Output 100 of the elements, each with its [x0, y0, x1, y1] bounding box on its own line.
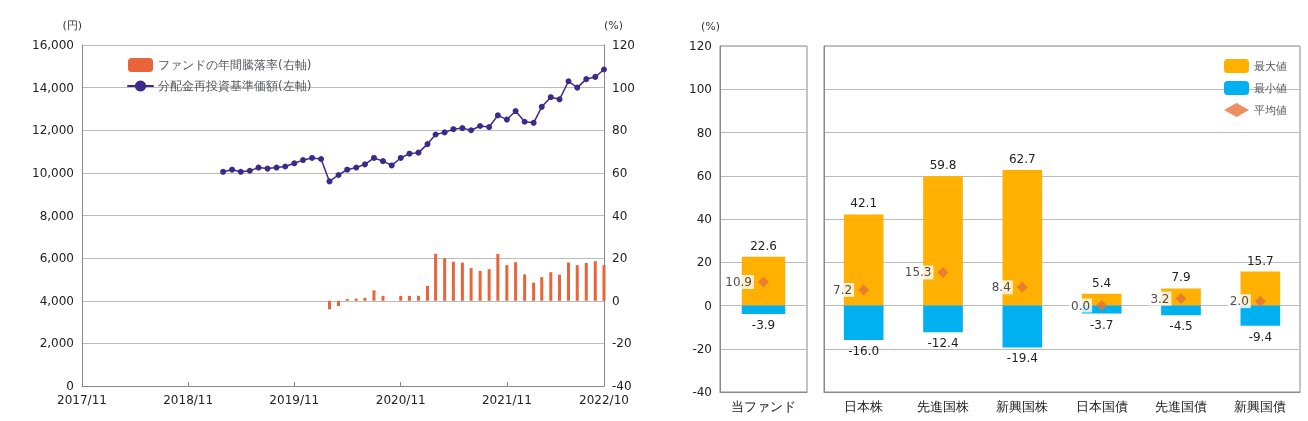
- legend-label: 最小値: [1254, 81, 1287, 95]
- point: [220, 168, 227, 175]
- bar: [496, 253, 500, 301]
- point: [565, 78, 572, 85]
- point: [309, 154, 316, 161]
- y-axis-title: (%): [700, 20, 720, 33]
- point: [370, 154, 377, 161]
- bar: [843, 305, 884, 341]
- point: [530, 119, 537, 126]
- bar: [1240, 305, 1281, 326]
- point: [937, 266, 949, 278]
- point: [494, 112, 501, 119]
- bar: [505, 265, 509, 301]
- bar: [363, 297, 367, 301]
- point: [406, 150, 413, 157]
- bar: [407, 295, 411, 301]
- bar: [514, 262, 518, 301]
- data-label: 7.9: [1171, 270, 1191, 285]
- y-tick-label: 80: [696, 125, 712, 140]
- y-tick-label: 20: [696, 255, 712, 270]
- bar: [584, 263, 588, 301]
- point: [388, 162, 395, 169]
- data-label: -12.4: [927, 336, 959, 351]
- data-label: 15.7: [1246, 253, 1274, 268]
- y2-axis-title: (%): [604, 19, 624, 32]
- point: [300, 157, 307, 164]
- point: [477, 122, 484, 129]
- data-label: 7.2: [833, 282, 853, 297]
- bar: [923, 305, 963, 333]
- point: [246, 167, 253, 174]
- bar: [567, 262, 571, 301]
- data-label: 42.1: [850, 196, 878, 211]
- x-tick-label: 2022/10: [579, 393, 629, 407]
- x-tick-label: 2020/11: [375, 393, 426, 407]
- point: [441, 129, 448, 136]
- legend-label: ファンドの年間騰落率(右軸): [158, 58, 312, 72]
- point: [229, 166, 236, 173]
- y-tick-label: -40: [692, 385, 712, 399]
- bar: [593, 261, 597, 301]
- point: [574, 84, 581, 91]
- y-tick-label: 100: [689, 82, 712, 97]
- legend-label: 分配金再投資基準価額(左軸): [158, 79, 312, 93]
- data-label: 2.0: [1229, 294, 1249, 309]
- data-label: 5.4: [1092, 275, 1112, 290]
- y2-tick-label: -40: [612, 379, 632, 393]
- bar: [487, 269, 491, 301]
- point: [503, 116, 510, 123]
- point: [415, 149, 422, 156]
- y-tick-label: 0: [66, 379, 74, 393]
- bar: [327, 300, 331, 310]
- y2-tick-label: 0: [612, 293, 620, 308]
- point: [468, 127, 475, 134]
- x-tick-label: 2019/11: [269, 393, 320, 407]
- data-label: -4.5: [1169, 319, 1193, 334]
- y-tick-label: 6,000: [39, 251, 74, 266]
- y2-tick-label: 80: [612, 123, 628, 138]
- y-tick-label: -20: [692, 341, 712, 356]
- y-tick-label: 2,000: [39, 336, 74, 351]
- bar: [1161, 305, 1201, 316]
- y-tick-label: 12,000: [32, 123, 74, 138]
- y2-tick-label: -20: [612, 336, 632, 351]
- x-tick-label: 2017/11: [57, 393, 107, 407]
- data-label: 59.8: [929, 158, 957, 173]
- bar: [443, 258, 447, 301]
- legend-label: 最大値: [1254, 59, 1287, 73]
- bar: [372, 290, 376, 301]
- bar: [399, 295, 403, 301]
- point: [397, 154, 404, 161]
- point: [361, 161, 368, 168]
- data-label: -16.0: [848, 344, 880, 359]
- bar: [523, 274, 527, 301]
- data-label: -9.4: [1248, 329, 1273, 344]
- point: [273, 164, 280, 171]
- data-label: -3.7: [1089, 317, 1114, 332]
- x-tick-label: 先進国債: [1155, 399, 1207, 414]
- bar: [451, 261, 455, 301]
- point: [858, 284, 870, 296]
- y2-tick-label: 100: [612, 80, 635, 95]
- bar: [575, 265, 579, 301]
- bar: [434, 253, 438, 301]
- data-label: 62.7: [1008, 151, 1036, 166]
- bar: [1002, 305, 1043, 348]
- point: [512, 108, 519, 115]
- y-tick-label: 8,000: [39, 208, 74, 223]
- point: [592, 73, 599, 80]
- x-tick-label: 日本国債: [1075, 399, 1128, 414]
- bar: [381, 295, 385, 301]
- point: [335, 172, 342, 178]
- y-tick-label: 60: [696, 168, 712, 183]
- bar: [558, 274, 562, 301]
- x-tick-label: 日本株: [844, 399, 884, 414]
- point: [326, 178, 333, 185]
- legend-label: 平均値: [1254, 103, 1287, 117]
- data-label: -19.4: [1006, 351, 1038, 366]
- point: [583, 76, 590, 83]
- data-label: 15.3: [904, 265, 932, 280]
- data-label: 0.0: [1071, 298, 1091, 313]
- bar: [425, 285, 429, 301]
- data-label: 10.9: [725, 274, 752, 289]
- y-tick-label: 10,000: [32, 165, 74, 180]
